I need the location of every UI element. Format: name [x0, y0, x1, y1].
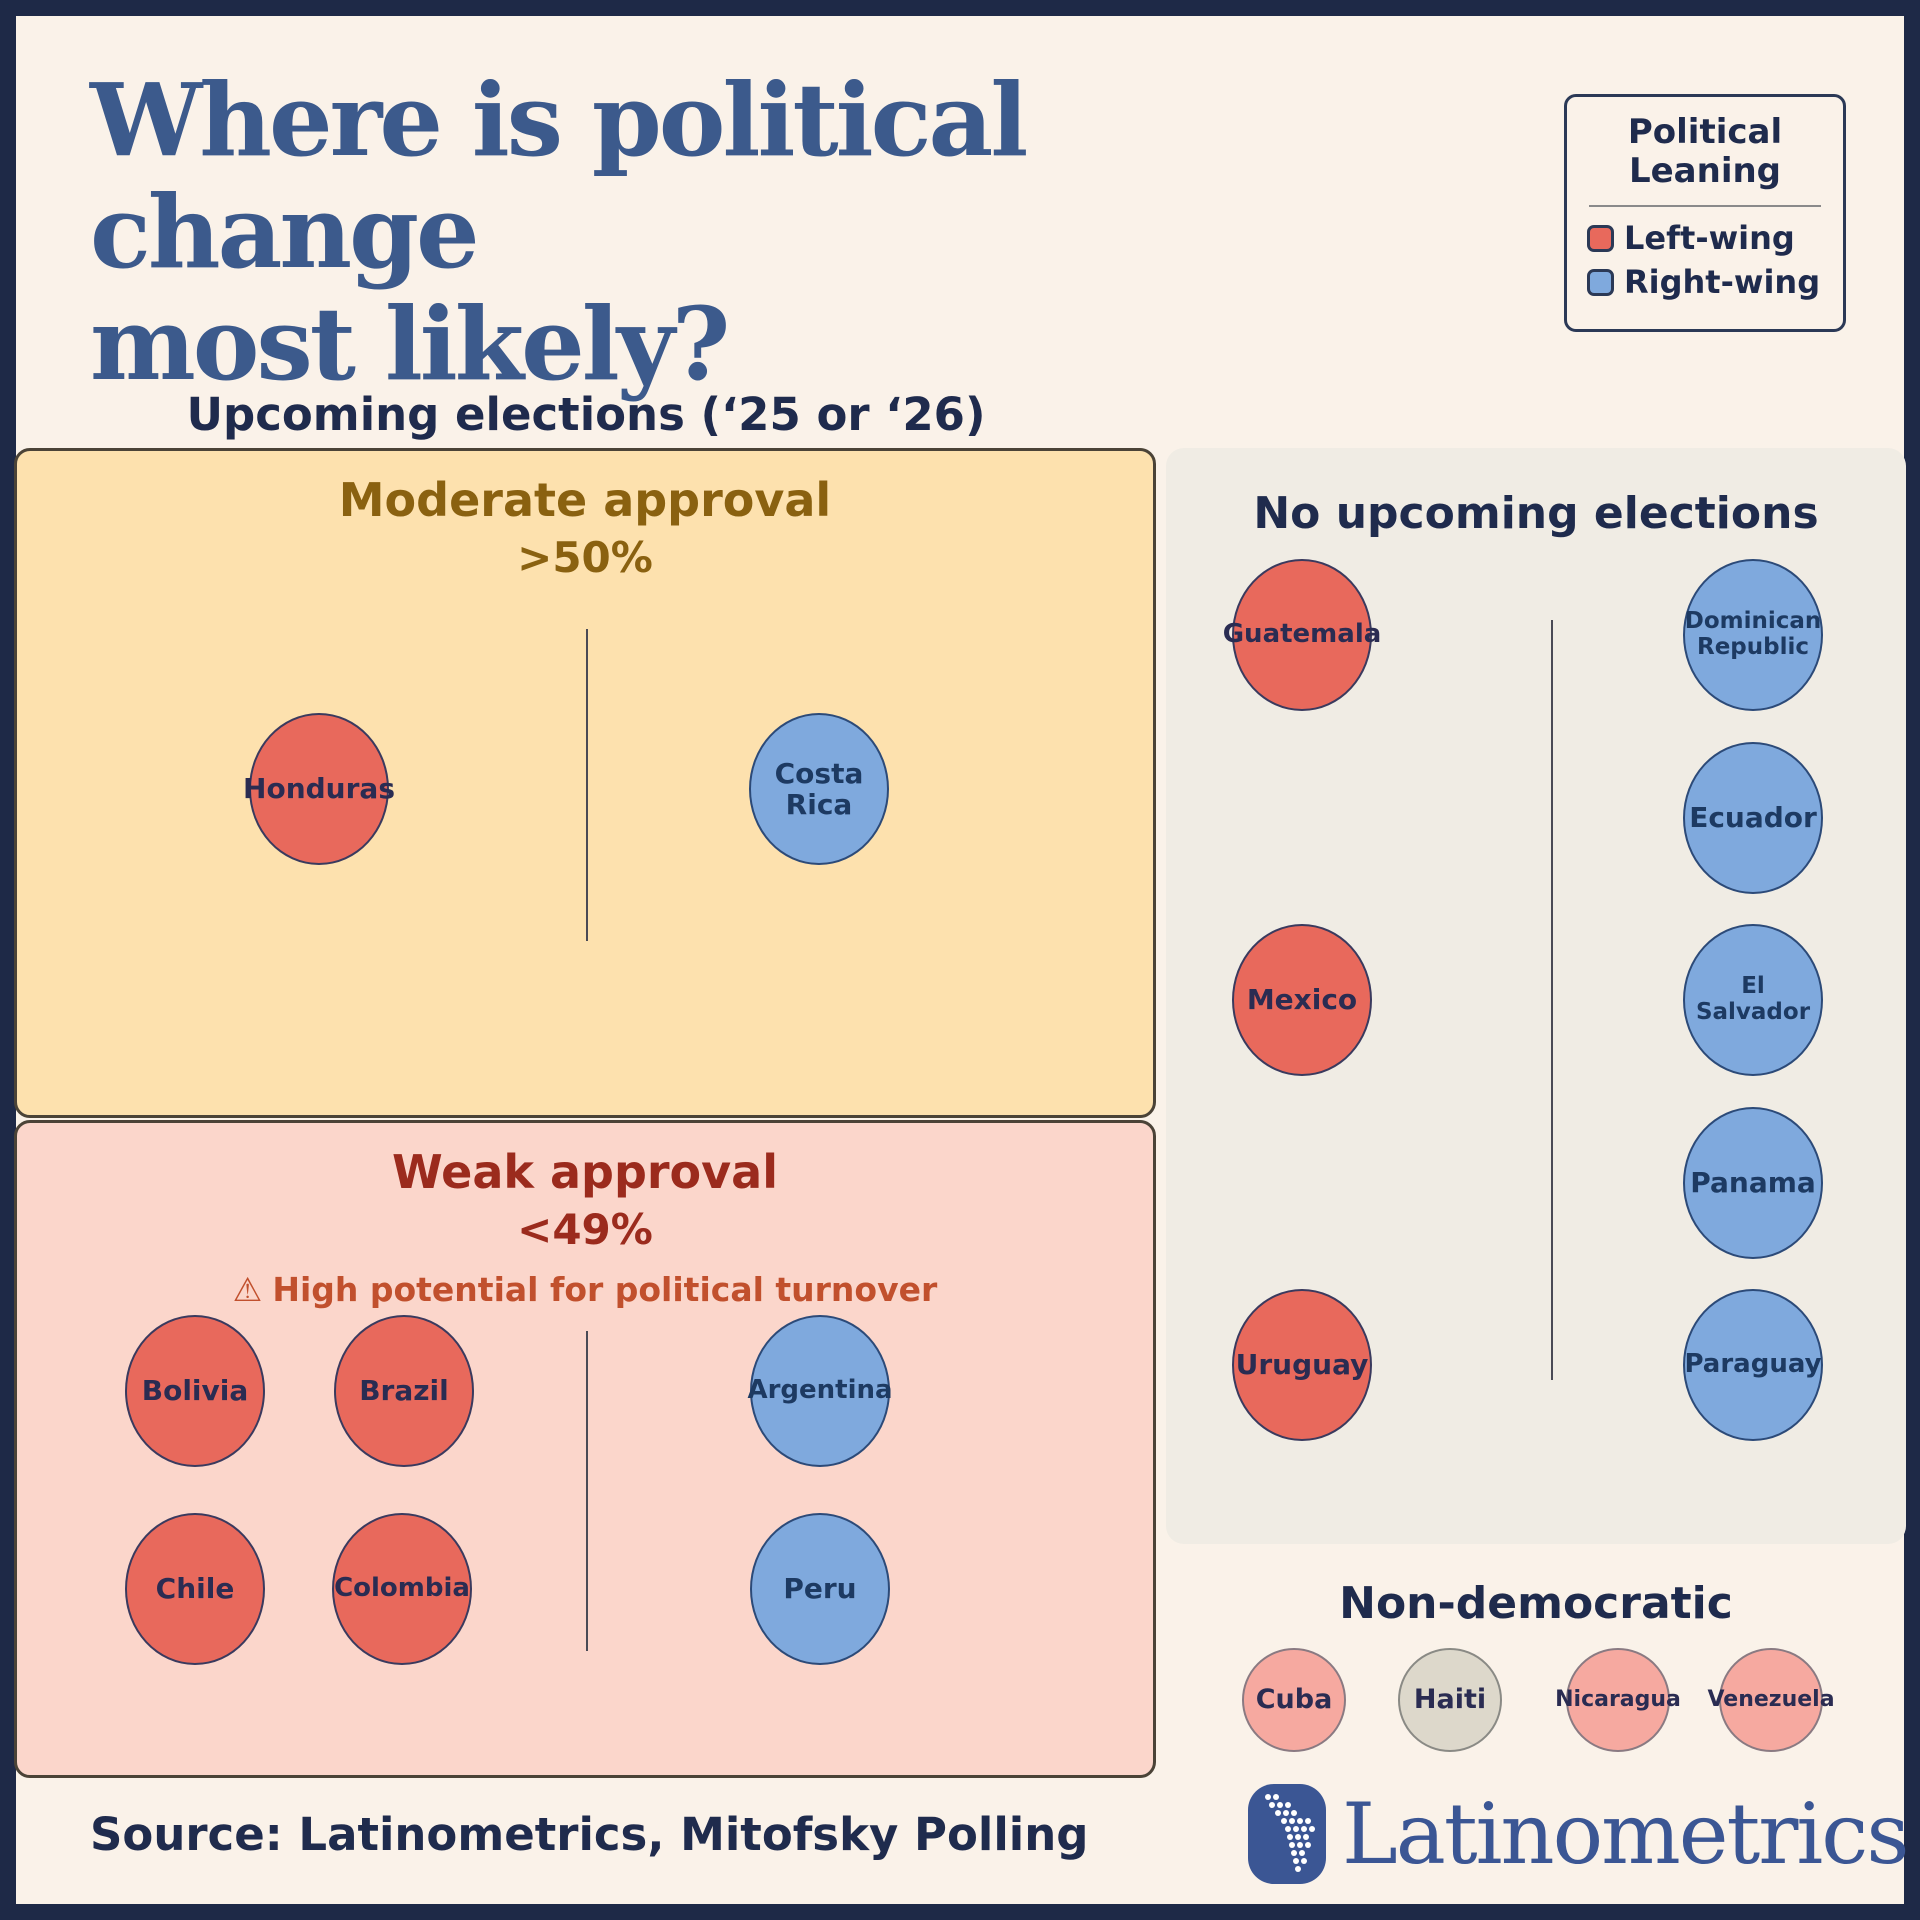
infographic-canvas: Where is political change most likely? P…: [14, 16, 1909, 1904]
country-bubble-brazil: Brazil: [334, 1315, 474, 1467]
logo-dot-map: [1265, 1794, 1315, 1872]
latinometrics-wordmark: Latinometrics: [1342, 1785, 1909, 1883]
country-label: Haiti: [1413, 1683, 1487, 1715]
warning-text: High potential for political turnover: [272, 1270, 938, 1309]
country-bubble-bolivia: Bolivia: [125, 1315, 265, 1467]
no-elections-panel: No upcoming elections Guatemala Mexico U…: [1166, 448, 1906, 1544]
moderate-approval-threshold: >50%: [517, 533, 653, 582]
moderate-panel-divider: [586, 629, 588, 941]
country-bubble-guatemala: Guatemala: [1223, 559, 1381, 711]
country-bubble-peru: Peru: [750, 1513, 890, 1665]
country-bubble-ecuador: Ecuador: [1683, 742, 1823, 894]
country-label: Costa Rica: [774, 756, 864, 821]
country-bubble-dominican-republic: Dominican Republic: [1683, 559, 1823, 711]
legend-title: Political Leaning: [1627, 112, 1783, 192]
country-label: Panama: [1690, 1166, 1816, 1200]
page-title: Where is political change most likely?: [90, 64, 1390, 400]
country-label: Honduras: [243, 772, 395, 806]
weak-approval-title: Weak approval: [392, 1145, 778, 1199]
country-label: Venezuela: [1707, 1686, 1835, 1712]
country-label: Guatemala: [1222, 619, 1382, 650]
legend-divider: [1589, 205, 1821, 208]
country-bubble-panama: Panama: [1683, 1107, 1823, 1259]
no-elections-title: No upcoming elections: [1253, 488, 1819, 539]
country-label: Uruguay: [1235, 1348, 1369, 1382]
country-label: Peru: [783, 1572, 857, 1606]
legend-item-right-wing: Right-wing: [1587, 263, 1843, 301]
country-label: Brazil: [359, 1374, 449, 1408]
country-label: Bolivia: [141, 1374, 249, 1408]
country-bubble-venezuela: Venezuela: [1707, 1648, 1835, 1752]
no-elections-divider: [1551, 620, 1553, 1380]
weak-approval-panel: Weak approval <49% ⚠ High potential for p…: [14, 1120, 1156, 1778]
legend-label: Left-wing: [1624, 219, 1795, 258]
latinometrics-brand: Latinometrics: [1248, 1784, 1909, 1884]
country-label: Nicaragua: [1555, 1686, 1681, 1712]
country-bubble-haiti: Haiti: [1398, 1648, 1502, 1752]
non-democratic-title: Non-democratic: [1339, 1578, 1733, 1629]
warning-triangle-icon: ⚠: [232, 1270, 263, 1309]
country-label: Dominican Republic: [1684, 608, 1822, 660]
country-bubble-mexico: Mexico: [1232, 924, 1372, 1076]
left-wing-swatch-icon: [1587, 224, 1614, 252]
upcoming-elections-label: Upcoming elections (‘25 or ‘26): [186, 388, 986, 441]
page-title-line1: Where is political change: [90, 61, 1028, 291]
country-bubble-nicaragua: Nicaragua: [1555, 1648, 1681, 1752]
latinometrics-logo-icon: [1248, 1784, 1326, 1884]
country-bubble-paraguay: Paraguay: [1683, 1289, 1823, 1441]
legend-label: Right-wing: [1624, 263, 1821, 302]
moderate-approval-panel: Moderate approval >50% Honduras Costa Ri…: [14, 448, 1156, 1118]
country-bubble-cuba: Cuba: [1242, 1648, 1346, 1752]
country-label: Colombia: [334, 1573, 470, 1604]
moderate-approval-title: Moderate approval: [338, 473, 832, 527]
country-bubble-costa-rica: Costa Rica: [749, 713, 889, 865]
country-label: Cuba: [1255, 1683, 1333, 1715]
country-bubble-uruguay: Uruguay: [1232, 1289, 1372, 1441]
country-bubble-el-salvador: El Salvador: [1683, 924, 1823, 1076]
country-label: Argentina: [747, 1375, 893, 1406]
country-bubble-colombia: Colombia: [332, 1513, 472, 1665]
country-label: Paraguay: [1684, 1349, 1822, 1380]
country-label: El Salvador: [1695, 973, 1811, 1025]
page-title-line2: most likely?: [90, 285, 730, 403]
country-label: Chile: [155, 1572, 235, 1606]
country-label: Ecuador: [1689, 801, 1817, 835]
country-bubble-honduras: Honduras: [243, 713, 395, 865]
country-bubble-argentina: Argentina: [747, 1315, 893, 1467]
country-label: Mexico: [1246, 983, 1358, 1017]
country-bubble-chile: Chile: [125, 1513, 265, 1665]
source-note: Source: Latinometrics, Mitofsky Polling: [90, 1808, 1089, 1861]
weak-panel-divider: [586, 1331, 588, 1651]
turnover-warning: ⚠ High potential for political turnover: [17, 1270, 1153, 1309]
legend-item-left-wing: Left-wing: [1587, 219, 1843, 257]
weak-approval-threshold: <49%: [517, 1205, 653, 1254]
right-wing-swatch-icon: [1587, 268, 1614, 296]
political-leaning-legend: Political Leaning Left-wing Right-wing: [1564, 94, 1846, 332]
